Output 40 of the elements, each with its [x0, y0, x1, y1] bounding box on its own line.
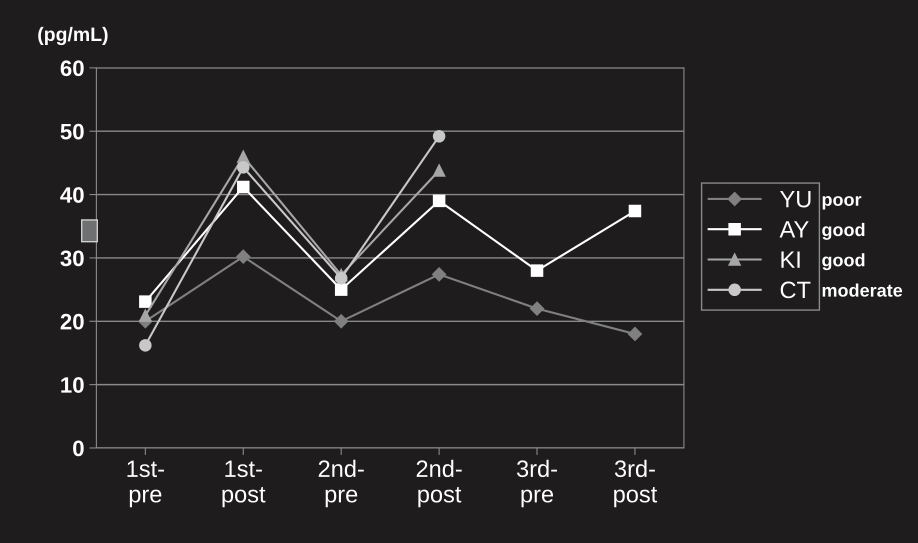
x-tick-label: 3rd- post: [614, 460, 658, 508]
point: [432, 267, 446, 282]
y-tick-label: 40: [60, 187, 84, 203]
point: [237, 180, 250, 194]
text: poor: [822, 196, 862, 210]
point: [139, 309, 152, 322]
point: [237, 150, 250, 163]
y-tick-label: 50: [60, 124, 84, 140]
y-tick-label: 30: [60, 250, 84, 266]
point: [334, 314, 348, 328]
x-tick-label: 1st- pre: [127, 460, 164, 508]
text: good: [822, 222, 864, 240]
point: [139, 295, 152, 308]
x-tick-label: 3rd- pre: [516, 460, 557, 508]
y-tick-label: 20: [60, 314, 84, 330]
point: [432, 130, 446, 143]
point: [432, 164, 446, 177]
point: [236, 250, 250, 264]
legend-label: KI: [781, 252, 800, 268]
point: [334, 272, 348, 284]
legend-label: AY: [780, 221, 809, 238]
x-tick-label: 2nd- pre: [318, 460, 364, 508]
point: [432, 194, 446, 208]
point: [530, 264, 544, 277]
point: [530, 302, 544, 316]
text: good: [822, 253, 864, 270]
point: [237, 161, 250, 174]
y-tick-label: 0: [73, 440, 84, 456]
point: [628, 326, 642, 342]
x-tick-label: 1st- post: [222, 460, 266, 508]
x-tick-label: 2nd- post: [416, 460, 462, 508]
point: [334, 283, 348, 296]
point: [628, 204, 642, 218]
y-tick-label: 10: [61, 377, 84, 393]
text: moderate: [822, 284, 902, 297]
point: [139, 339, 152, 352]
legend-label: YU: [780, 190, 810, 208]
y-tick-label: 60: [60, 60, 84, 76]
y-axis-title: (pg/mL): [38, 26, 108, 46]
legend-label: CT: [780, 282, 810, 298]
